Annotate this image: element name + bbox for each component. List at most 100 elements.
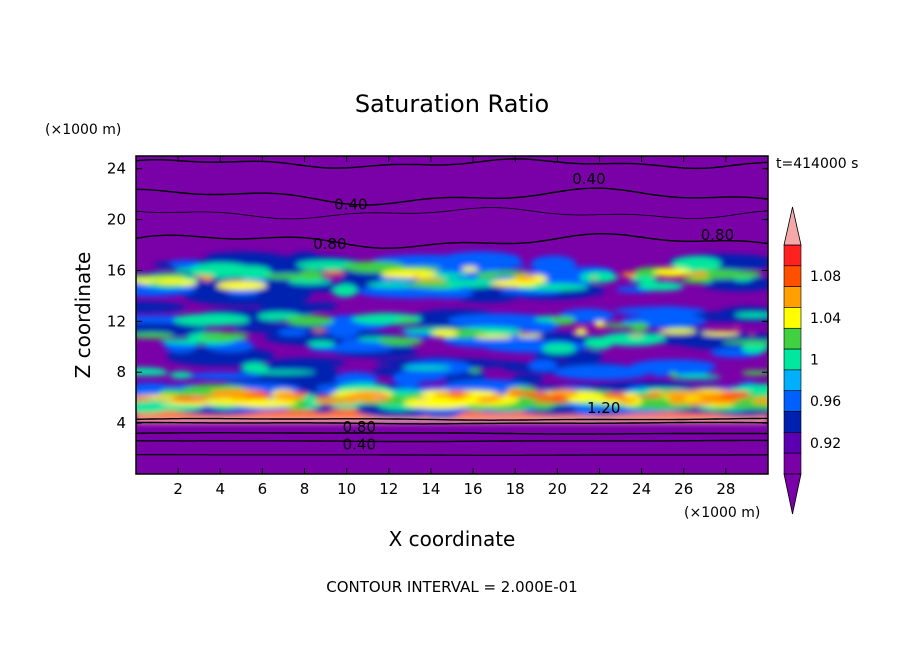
moisture-cell [343, 261, 406, 273]
moisture-cell [468, 368, 483, 373]
moisture-cell [530, 255, 577, 273]
moisture-cell [599, 332, 666, 346]
moisture-cell [552, 364, 650, 380]
moisture-cell [216, 280, 267, 291]
moisture-cell [447, 313, 552, 329]
contour-line [136, 187, 768, 206]
moisture-cell [594, 321, 606, 328]
contour-label: 0.40 [343, 436, 376, 454]
moisture-cell [405, 281, 452, 289]
contour-label: 1.20 [587, 399, 620, 417]
moisture-cell [734, 312, 768, 318]
moisture-cell [226, 289, 259, 297]
moisture-cell [381, 269, 438, 279]
moisture-cell [288, 277, 333, 285]
moisture-cell [188, 262, 254, 278]
moisture-cell [602, 393, 626, 399]
moisture-cell [662, 390, 709, 397]
colorbar-under-arrow [783, 473, 802, 515]
x-tick-label: 16 [464, 480, 483, 498]
y-tick-label: 16 [107, 261, 126, 279]
moisture-cell [689, 272, 709, 278]
moisture-cell [685, 399, 711, 406]
moisture-cell [547, 397, 571, 403]
y-tick-label: 12 [107, 312, 126, 330]
moisture-cell [173, 313, 250, 327]
moisture-cell [184, 372, 262, 380]
moisture-cell [668, 395, 687, 405]
moisture-cell [136, 396, 154, 402]
moisture-cell [398, 265, 442, 271]
moisture-cell [306, 302, 338, 310]
moisture-cell [451, 279, 499, 288]
moisture-cell [551, 316, 576, 326]
x-tick-label: 4 [215, 480, 225, 498]
moisture-cell [314, 396, 339, 400]
colorbar-swatch [783, 307, 802, 329]
contour-interval-note: CONTOUR INTERVAL = 2.000E-01 [326, 578, 577, 596]
moisture-cell [136, 371, 169, 376]
colorbar-label: 0.96 [810, 394, 841, 410]
moisture-cell [474, 335, 514, 339]
moisture-cell [136, 301, 186, 313]
moisture-cell [701, 330, 740, 336]
plot-area [136, 156, 768, 474]
colorbar: 0.92 0.96 1 1.04 1.08 [783, 206, 841, 515]
moisture-cell [244, 394, 264, 399]
moisture-cell [598, 323, 650, 328]
x-tick-label: 26 [674, 480, 693, 498]
moisture-cell [395, 318, 420, 324]
moisture-cell [512, 391, 551, 397]
moisture-cell [241, 362, 269, 373]
moisture-cell [378, 337, 424, 346]
moisture-cell [513, 274, 536, 281]
contour-line [136, 432, 768, 435]
colorbar-swatch [783, 452, 802, 475]
moisture-cell [751, 397, 768, 404]
moisture-cell [574, 327, 588, 334]
moisture-cell [733, 328, 740, 331]
moisture-cell [534, 351, 565, 362]
moisture-cell [263, 273, 315, 280]
moisture-cell [416, 397, 430, 400]
moisture-cell [286, 315, 335, 326]
y-tick-label: 8 [116, 363, 126, 381]
moisture-cell [413, 278, 446, 282]
moisture-cell [630, 359, 717, 374]
x-tick-label: 28 [716, 480, 735, 498]
moisture-cell [293, 392, 310, 396]
contour-label: 0.80 [701, 226, 734, 244]
time-label: t=414000 s [776, 156, 858, 172]
moisture-cell [281, 397, 287, 399]
colorbar-label: 0.92 [810, 436, 841, 452]
moisture-cell [550, 389, 578, 398]
moisture-cell [273, 391, 305, 401]
moisture-cell [248, 370, 316, 375]
moisture-cell [413, 275, 419, 278]
moisture-cell [260, 395, 272, 398]
moisture-cell [327, 324, 359, 338]
colorbar-label: 1.08 [810, 269, 841, 285]
y-tick-label: 24 [107, 160, 126, 178]
moisture-cell [746, 370, 768, 375]
moisture-cell [475, 397, 497, 402]
moisture-cell [307, 341, 335, 348]
x-tick-label: 24 [632, 480, 651, 498]
moisture-cell [542, 343, 576, 354]
colorbar-swatch [783, 286, 802, 308]
moisture-cell [526, 395, 566, 399]
colorbar-swatch [783, 411, 802, 433]
moisture-cell [637, 281, 684, 291]
moisture-cell [671, 256, 722, 272]
moisture-cell [178, 280, 198, 286]
moisture-cell [136, 278, 154, 284]
x-tick-label: 12 [379, 480, 398, 498]
moisture-cell [721, 340, 768, 345]
moisture-cell [136, 275, 159, 280]
x-unit-label: (×1000 m) [684, 505, 760, 521]
moisture-cell [629, 275, 657, 284]
contour-line [136, 158, 768, 170]
moisture-cell [431, 329, 458, 337]
contour-label: 0.80 [313, 235, 346, 253]
